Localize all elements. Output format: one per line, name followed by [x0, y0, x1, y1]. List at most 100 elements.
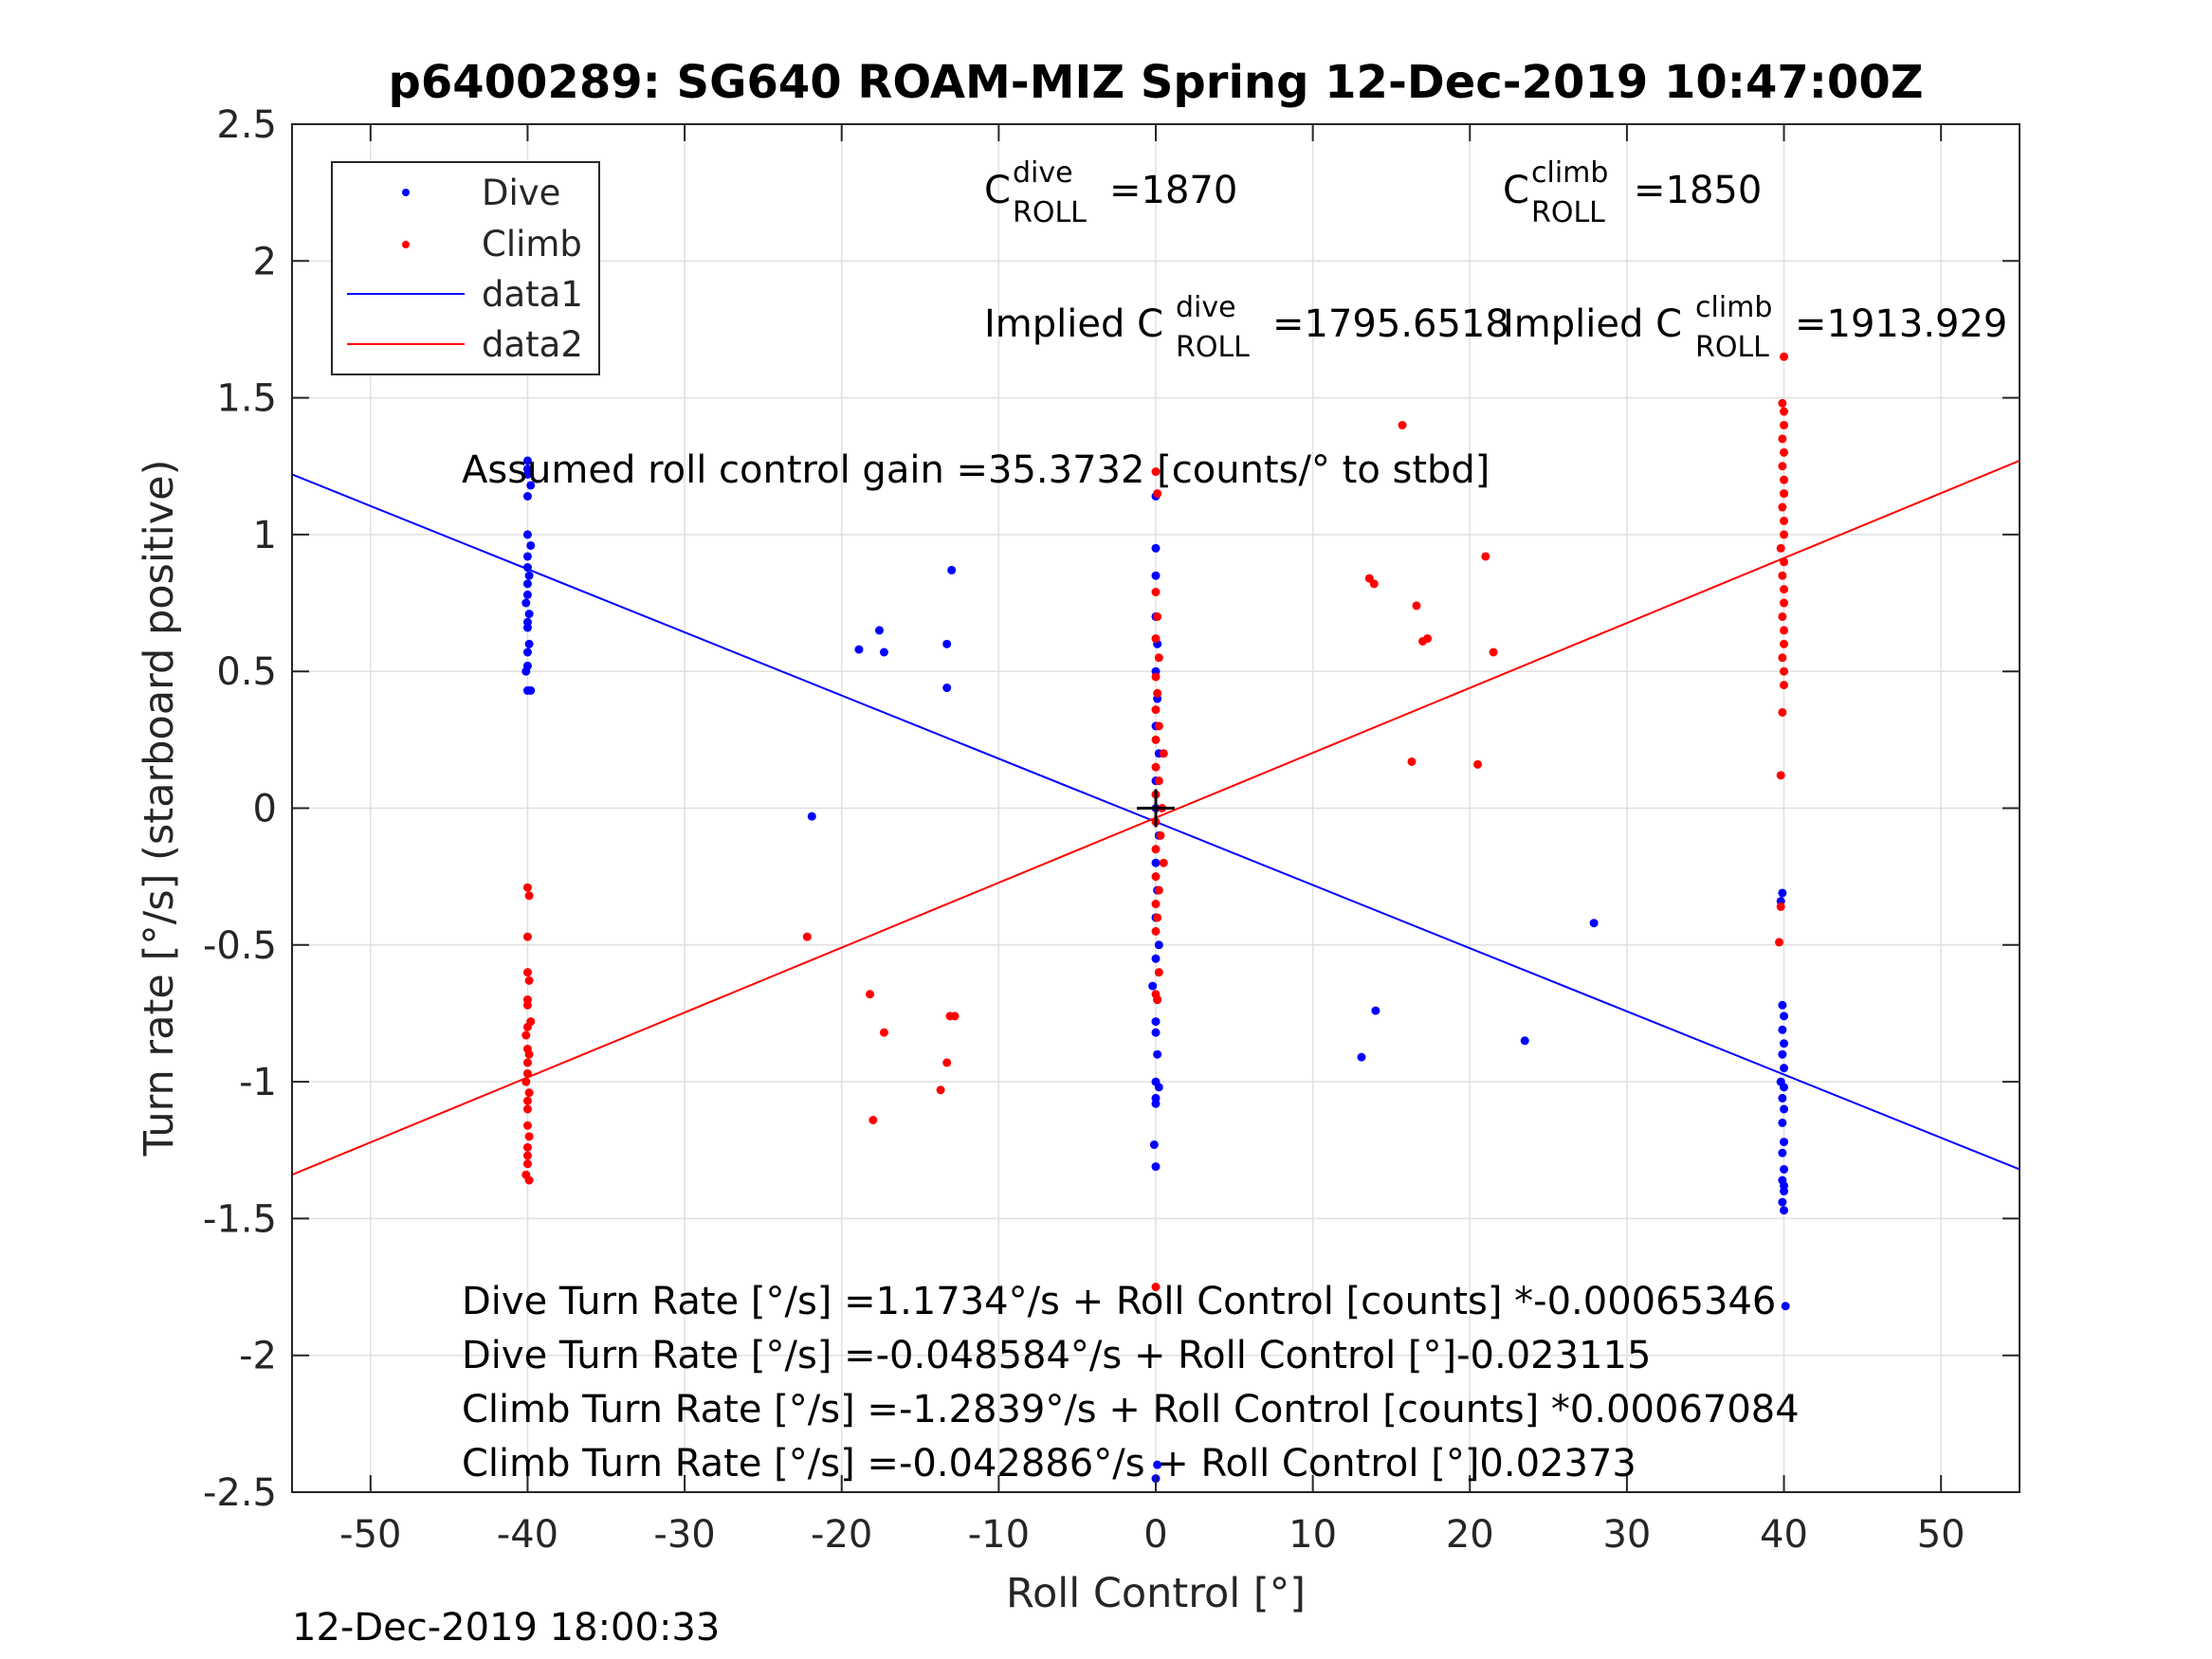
dive-point: [522, 563, 532, 573]
dive-point: [522, 530, 532, 539]
legend-climb-marker: [402, 241, 410, 248]
climb-point: [1151, 588, 1161, 597]
dive-point: [1781, 1302, 1790, 1311]
climb-point: [1151, 762, 1161, 772]
implied-climb-prefix: Implied C: [1503, 302, 1682, 346]
implied-climb-value: =1913.929: [1795, 302, 2007, 346]
c-dive-sup: dive: [1013, 156, 1073, 190]
climb-point: [1151, 672, 1161, 682]
x-tick-label: 0: [1143, 1513, 1167, 1557]
x-tick-label: 50: [1917, 1513, 1965, 1557]
climb-point: [1780, 639, 1789, 648]
climb-point: [1153, 611, 1162, 621]
climb-point: [1154, 653, 1163, 663]
dive-point: [1778, 1118, 1787, 1127]
climb-point: [866, 990, 875, 999]
dive-point: [1778, 1025, 1787, 1034]
climb-point: [1481, 552, 1490, 561]
dive-point: [1153, 1049, 1162, 1059]
dive-point: [1151, 1099, 1161, 1108]
x-tick-label: 40: [1760, 1513, 1808, 1557]
dive-point: [1151, 858, 1161, 867]
dive-point: [942, 684, 952, 693]
dive-point: [854, 645, 864, 654]
climb-point: [1778, 707, 1787, 717]
climb-point: [936, 1085, 945, 1095]
climb-point: [1780, 598, 1789, 608]
c-climb-prefix: C: [1503, 169, 1529, 212]
y-tick-label: 1: [253, 514, 277, 557]
climb-point: [1151, 705, 1161, 715]
dive-point: [1778, 1148, 1787, 1158]
dive-point: [522, 579, 532, 589]
dive-point: [1778, 888, 1787, 898]
dive-point: [1589, 919, 1599, 928]
climb-point: [1778, 398, 1787, 408]
annotation-implied-climb: Implied C climb ROLL =1913.929: [1503, 291, 2007, 364]
y-tick-label: 1.5: [216, 377, 277, 421]
y-tick-label: 0: [253, 788, 277, 831]
y-tick-label: -0.5: [203, 924, 277, 968]
dive-point: [1780, 1083, 1789, 1092]
implied-dive-sup: dive: [1176, 291, 1236, 324]
dive-point: [1520, 1036, 1529, 1046]
dive-point: [521, 598, 531, 608]
climb-point: [522, 1159, 532, 1169]
climb-point: [1153, 489, 1162, 499]
climb-point: [522, 1121, 532, 1130]
x-tick-label: -50: [339, 1513, 401, 1557]
climb-point: [879, 1028, 888, 1037]
dive-point: [1780, 1138, 1789, 1147]
dive-point: [1153, 1460, 1162, 1469]
climb-point: [524, 1176, 534, 1185]
climb-point: [1778, 434, 1787, 444]
climb-point: [1154, 776, 1163, 786]
climb-point: [1154, 885, 1163, 895]
timestamp: 12-Dec-2019 18:00:33: [292, 1606, 720, 1650]
dive-point: [1151, 1162, 1161, 1172]
dive-point: [947, 565, 957, 574]
dive-point: [1151, 543, 1161, 553]
c-dive-prefix: C: [984, 169, 1011, 212]
y-tick-label: 0.5: [216, 650, 277, 694]
climb-point: [1489, 647, 1498, 657]
climb-point: [1780, 447, 1789, 457]
legend-dive-label: Dive: [482, 173, 560, 213]
legend-climb-label: Climb: [482, 224, 582, 264]
fit-equation-1: Dive Turn Rate [°/s] =1.1734°/s + Roll C…: [462, 1280, 1776, 1323]
climb-point: [950, 1012, 960, 1021]
climb-point: [1780, 557, 1789, 567]
c-dive-value: =1870: [1109, 169, 1237, 212]
dive-point: [1780, 1064, 1789, 1073]
climb-point: [522, 1000, 532, 1010]
y-tick-label: -2: [239, 1335, 277, 1378]
climb-point: [522, 1142, 532, 1152]
legend-box: [331, 161, 600, 375]
dive-point: [526, 481, 536, 490]
c-climb-sup: climb: [1531, 156, 1608, 190]
climb-point: [1778, 571, 1787, 580]
dive-point: [1778, 1049, 1787, 1059]
climb-point: [1780, 530, 1789, 539]
dive-point: [1778, 1000, 1787, 1010]
fit-equation-2: Dive Turn Rate [°/s] =-0.048584°/s + Rol…: [462, 1334, 1651, 1377]
climb-point: [1151, 926, 1161, 936]
implied-dive-prefix: Implied C: [984, 302, 1163, 346]
climb-point: [1780, 626, 1789, 635]
implied-climb-sup: climb: [1695, 291, 1772, 324]
climb-point: [524, 891, 534, 901]
climb-point: [1154, 968, 1163, 977]
climb-point: [1780, 352, 1789, 361]
dive-point: [1148, 981, 1158, 991]
dive-point: [942, 639, 952, 648]
x-tick-label: -20: [811, 1513, 872, 1557]
climb-point: [1780, 516, 1789, 525]
climb-point: [521, 1077, 531, 1086]
climb-point: [1423, 634, 1433, 644]
x-tick-label: -10: [968, 1513, 1030, 1557]
climb-point: [524, 1049, 534, 1059]
c-climb-sub: ROLL: [1531, 196, 1605, 229]
climb-point: [1151, 1283, 1161, 1292]
annotation-c-climb: C climb ROLL =1850: [1503, 156, 1762, 229]
